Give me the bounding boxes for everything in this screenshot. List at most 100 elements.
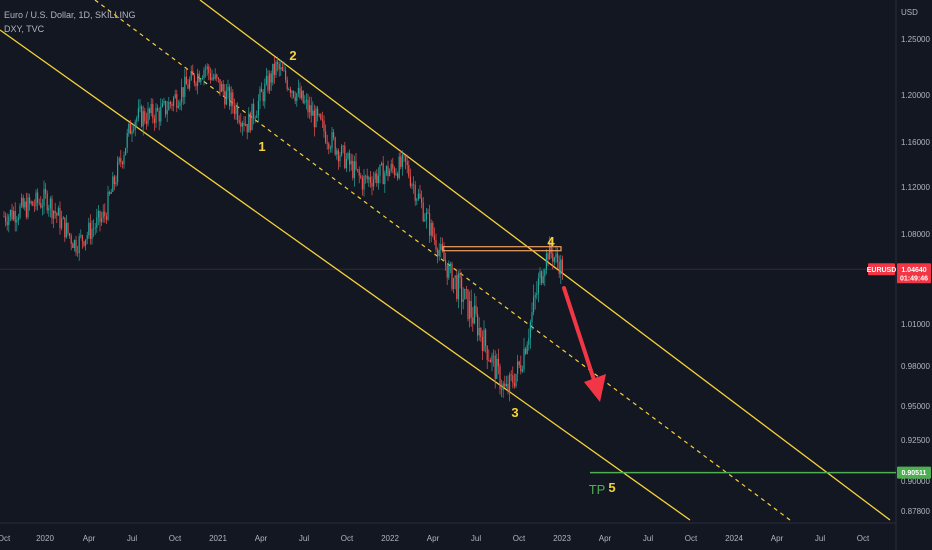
candle-body	[345, 158, 347, 169]
x-tick-label: Oct	[857, 534, 870, 543]
y-tick-label: 0.90000	[901, 477, 930, 486]
candle-body	[305, 99, 307, 102]
candle-body	[393, 168, 395, 175]
candle-body	[409, 176, 411, 187]
candle-body	[465, 288, 467, 290]
countdown-value: 01:49:46	[900, 275, 928, 282]
candle-body	[121, 162, 123, 165]
candle-body	[384, 173, 386, 185]
candle-body	[248, 113, 250, 133]
candle-body	[361, 177, 363, 190]
candle-body	[153, 118, 155, 123]
candle-body	[184, 76, 186, 97]
candle-body	[99, 210, 101, 223]
candle-body	[285, 70, 287, 80]
wave-label-3: 3	[511, 405, 518, 420]
candle-body	[17, 217, 19, 221]
legend-indicator[interactable]: DXY, TVC	[4, 24, 45, 34]
candle-body	[509, 374, 511, 392]
candle-body	[233, 106, 235, 115]
x-tick-label: Oct	[341, 534, 354, 543]
candle-body	[467, 289, 469, 320]
candle-body	[557, 253, 559, 262]
candle-body	[433, 235, 435, 240]
candle-body	[291, 90, 293, 93]
candle-body	[560, 259, 562, 274]
candle-body	[301, 90, 303, 98]
candle-body	[81, 235, 83, 242]
x-tick-label: Apr	[599, 534, 612, 543]
candle-body	[187, 84, 189, 89]
candle-body	[169, 102, 171, 104]
candle-body	[128, 123, 130, 134]
candle-body	[502, 383, 504, 390]
candle-body	[123, 155, 125, 165]
candle-body	[179, 102, 181, 106]
candle-body	[464, 288, 466, 300]
x-tick-label: Oct	[0, 534, 11, 543]
candle-body	[329, 148, 331, 149]
candle-body	[561, 259, 563, 274]
candle-body	[293, 90, 295, 97]
candle-body	[3, 216, 5, 217]
candle-body	[315, 108, 317, 128]
candle-body	[89, 222, 91, 239]
candle-body	[64, 217, 66, 238]
candle-body	[422, 202, 424, 221]
x-tick-label: Jul	[299, 534, 309, 543]
candle-body	[120, 158, 122, 163]
candle-body	[408, 165, 410, 177]
candle-body	[459, 273, 461, 278]
candle-body	[297, 88, 299, 94]
candle-body	[382, 163, 384, 185]
candle-body	[389, 170, 391, 177]
candle-body	[115, 182, 117, 185]
candle-body	[485, 329, 487, 346]
candle-body	[72, 243, 74, 248]
candle-body	[489, 359, 491, 363]
candle-body	[529, 322, 531, 339]
candle-body	[134, 121, 136, 130]
candle-body	[94, 227, 96, 229]
candle-body	[133, 129, 135, 131]
candle-body	[189, 79, 191, 89]
candle-body	[257, 100, 259, 116]
candle-body	[555, 253, 557, 258]
candle-body	[477, 314, 479, 336]
candle-body	[265, 75, 267, 84]
candle-body	[517, 361, 519, 374]
candle-body	[313, 110, 315, 128]
candle-body	[493, 355, 495, 357]
candle-body	[325, 131, 327, 143]
candle-body	[238, 120, 240, 123]
candle-body	[107, 192, 109, 220]
candle-body	[152, 103, 154, 119]
candle-body	[473, 305, 475, 324]
candle-body	[406, 161, 408, 166]
y-tick-label: 1.25000	[901, 35, 930, 44]
candle-body	[483, 329, 485, 351]
candle-body	[83, 241, 85, 246]
candle-body	[462, 299, 464, 302]
candle-body	[65, 222, 67, 238]
candle-body	[360, 175, 362, 178]
x-tick-label: Apr	[83, 534, 96, 543]
candle-body	[6, 221, 8, 225]
candle-body	[214, 74, 216, 79]
candle-body	[208, 66, 210, 74]
candle-body	[347, 153, 349, 159]
candle-body	[163, 100, 165, 104]
candle-body	[235, 106, 237, 115]
candle-body	[507, 384, 509, 392]
legend-symbol[interactable]: Euro / U.S. Dollar, 1D, SKILLING	[4, 10, 136, 20]
candle-body	[491, 355, 493, 363]
wave-label-2: 2	[289, 48, 296, 63]
candle-body	[209, 73, 211, 80]
candle-body	[61, 218, 63, 229]
candle-body	[417, 193, 419, 200]
candle-body	[323, 120, 325, 132]
candle-body	[269, 73, 271, 91]
